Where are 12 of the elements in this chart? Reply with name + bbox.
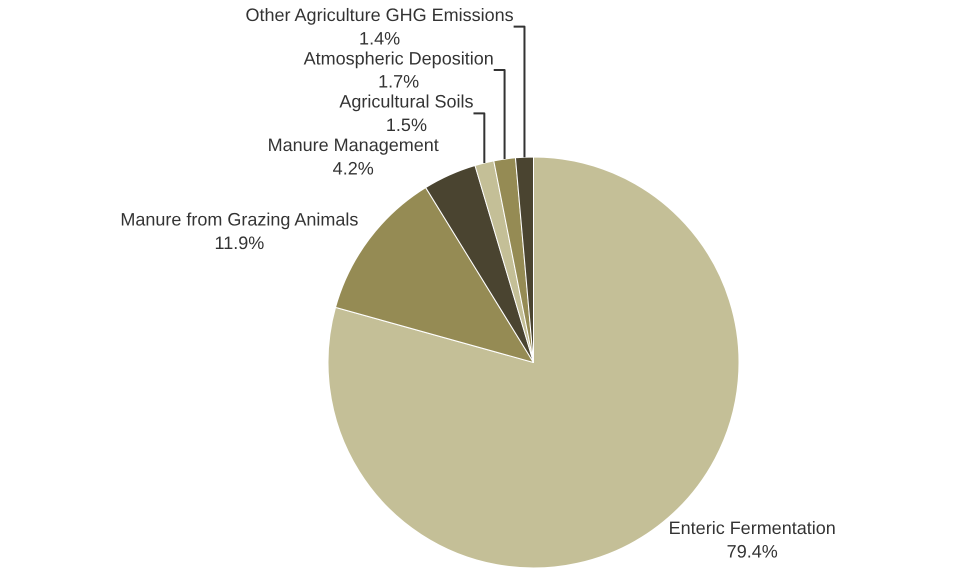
slice-label: Manure from Grazing Animals	[120, 209, 358, 230]
data-label: 1.4%	[359, 28, 400, 48]
data-label: 79.4%	[726, 542, 778, 562]
slice-label: Atmospheric Deposition	[304, 48, 494, 68]
slice-label: Agricultural Soils	[339, 92, 474, 112]
data-label: 1.7%	[378, 72, 420, 92]
data-label: 1.5%	[386, 115, 427, 136]
slice-label: Manure Management	[268, 135, 439, 156]
slice-label: Enteric Fermentation	[668, 518, 836, 538]
data-label: 11.9%	[214, 232, 264, 253]
data-label: 4.2%	[332, 158, 374, 179]
slice-label: Other Agriculture GHG Emissions	[246, 4, 514, 25]
